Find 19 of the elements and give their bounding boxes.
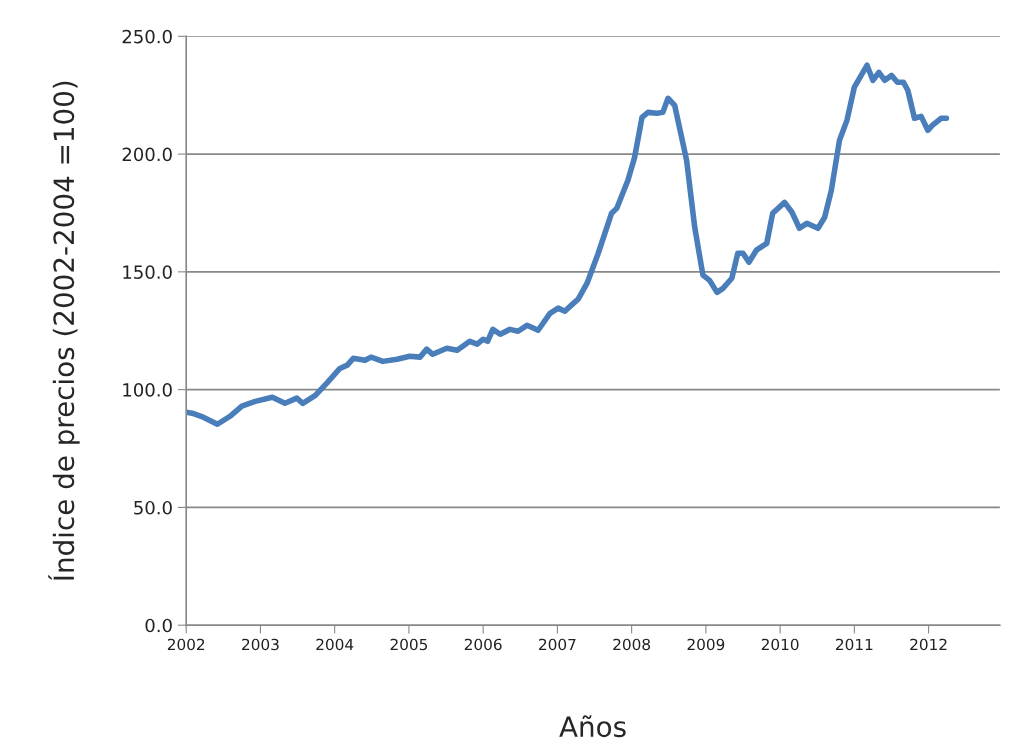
x-tick-label: 2012 bbox=[910, 638, 947, 651]
x-tick-label: 2008 bbox=[613, 638, 651, 651]
x-tick-label: 2009 bbox=[687, 638, 725, 651]
y-tick-label: 100.0 bbox=[123, 383, 172, 397]
y-tick-label: 150.0 bbox=[123, 265, 172, 279]
x-tick-label: 2006 bbox=[464, 638, 502, 651]
y-tick-label: 200.0 bbox=[122, 147, 172, 162]
y-tick-label: 50.0 bbox=[134, 500, 172, 515]
x-tick-label: 2003 bbox=[242, 638, 279, 651]
x-tick-label: 2010 bbox=[761, 638, 799, 651]
y-axis-title: Índice de precios (2002-2004 =100) bbox=[48, 81, 80, 581]
y-tick-label: 250.0 bbox=[122, 29, 172, 44]
x-tick-label: 2007 bbox=[539, 638, 576, 651]
x-tick-label: 2011 bbox=[836, 638, 873, 651]
x-tick-label: 2002 bbox=[167, 638, 205, 651]
x-tick-label: 2005 bbox=[390, 638, 428, 651]
y-tick-label: 0.0 bbox=[145, 618, 172, 633]
x-tick-label: 2004 bbox=[316, 638, 354, 651]
x-axis-title: Años bbox=[559, 715, 626, 738]
